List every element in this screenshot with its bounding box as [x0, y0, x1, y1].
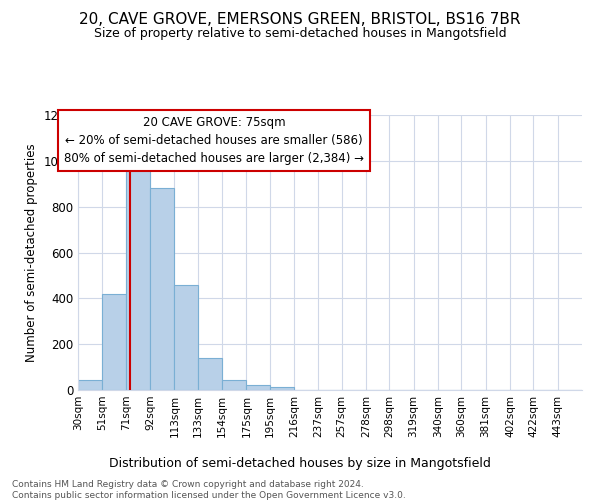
Y-axis label: Number of semi-detached properties: Number of semi-detached properties: [25, 143, 38, 362]
Bar: [197, 358, 222, 390]
Bar: [269, 386, 294, 390]
Text: Contains HM Land Registry data © Crown copyright and database right 2024.: Contains HM Land Registry data © Crown c…: [12, 480, 364, 489]
Bar: [78, 380, 103, 390]
Text: 20, CAVE GROVE, EMERSONS GREEN, BRISTOL, BS16 7BR: 20, CAVE GROVE, EMERSONS GREEN, BRISTOL,…: [79, 12, 521, 28]
Bar: [247, 386, 269, 390]
Bar: [103, 294, 125, 390]
Bar: [150, 188, 175, 390]
Text: Size of property relative to semi-detached houses in Mangotsfield: Size of property relative to semi-detach…: [94, 28, 506, 40]
Bar: [175, 284, 197, 390]
Text: Distribution of semi-detached houses by size in Mangotsfield: Distribution of semi-detached houses by …: [109, 458, 491, 470]
Text: Contains public sector information licensed under the Open Government Licence v3: Contains public sector information licen…: [12, 491, 406, 500]
Text: 20 CAVE GROVE: 75sqm
← 20% of semi-detached houses are smaller (586)
80% of semi: 20 CAVE GROVE: 75sqm ← 20% of semi-detac…: [64, 116, 364, 166]
Bar: [125, 161, 150, 390]
Bar: [222, 380, 247, 390]
